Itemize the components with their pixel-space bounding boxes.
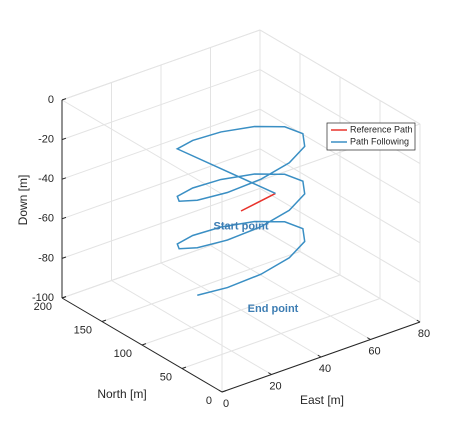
grid-line [181, 298, 381, 369]
annotation: End point [248, 303, 299, 315]
z-tick-label: -40 [38, 173, 54, 185]
y-tick-label: 200 [34, 301, 52, 313]
x-tick [317, 354, 322, 358]
x-tick [367, 337, 371, 340]
legend-box [326, 122, 416, 151]
x-axis-label: East [m] [300, 393, 344, 407]
grid-line [141, 274, 341, 346]
z-tick-label: -80 [38, 252, 54, 264]
box-edge [61, 99, 223, 195]
x-tick-label: 40 [319, 363, 331, 375]
grid-line [61, 69, 261, 141]
grid-line [101, 251, 301, 322]
z-tick [61, 177, 67, 180]
x-tick-label: 0 [223, 398, 229, 410]
legend-label: Path Following [350, 136, 409, 146]
grid-line [259, 187, 421, 283]
grid-line [61, 148, 261, 220]
y-tick-label: 150 [74, 324, 92, 336]
z-tick [61, 98, 67, 101]
y-tick [101, 319, 107, 322]
x-tick-label: 80 [418, 328, 430, 340]
grid-line [61, 187, 261, 259]
z-tick [61, 137, 67, 141]
grid-line [259, 108, 421, 204]
x-tick-label: 60 [368, 345, 380, 357]
x-tick [416, 319, 421, 323]
y-tick-label: 100 [114, 348, 132, 360]
x-tick-label: 20 [269, 380, 281, 392]
y-tick-label: 50 [160, 371, 172, 383]
z-tick-label: -20 [38, 134, 54, 146]
z-tick-label: -60 [38, 213, 54, 225]
z-axis-label: Down [m] [16, 175, 30, 226]
z-tick [61, 296, 67, 299]
annotation: Start point [214, 221, 269, 233]
z-tick [61, 216, 67, 220]
path-line [240, 192, 276, 212]
grid-line [61, 108, 261, 180]
y-tick-label: 0 [206, 395, 212, 407]
y-tick [221, 390, 227, 393]
x-tick [268, 372, 272, 375]
path-line [175, 125, 306, 296]
y-axis-label: North [m] [97, 387, 146, 401]
z-tick-label: -100 [32, 292, 54, 304]
z-tick-label: 0 [48, 94, 54, 106]
y-tick [181, 366, 187, 369]
legend-label: Reference Path [350, 124, 413, 134]
y-tick [141, 343, 147, 346]
grid-line [259, 227, 421, 323]
box-edge [61, 29, 261, 101]
box-edge [259, 29, 421, 125]
z-tick [61, 256, 67, 259]
x-tick [218, 389, 223, 393]
